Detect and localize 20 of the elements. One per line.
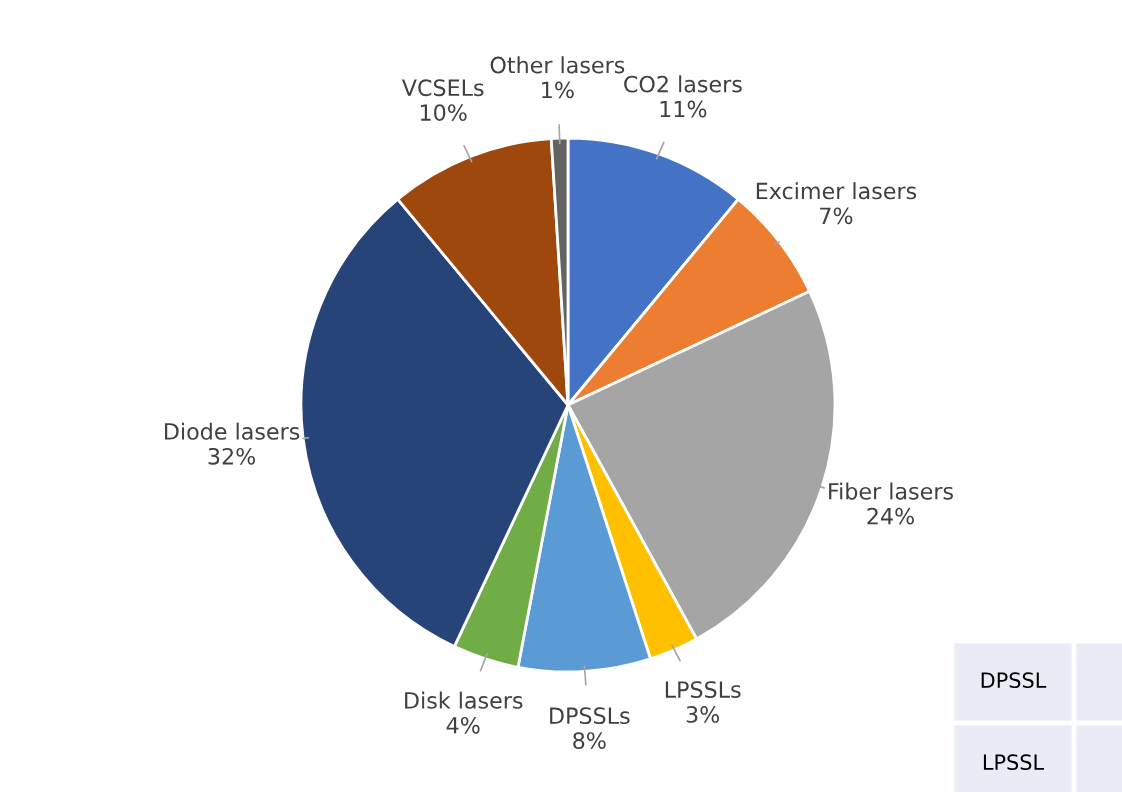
data-label: 8% — [573, 732, 606, 749]
slice-label: DPSSLs — [550, 707, 630, 725]
slice-label: Fiber lasers — [829, 482, 953, 500]
data-label: 3% — [686, 706, 720, 723]
slice-label: CO2 lasers — [624, 75, 742, 93]
slice-label: LPSSLs — [665, 681, 741, 698]
data-label: 1% — [542, 81, 574, 99]
data-label: 32% — [208, 447, 256, 465]
text: LPSSL — [983, 754, 1044, 771]
data-label: 11% — [660, 100, 707, 118]
slice-label: Excimer lasers — [756, 182, 917, 200]
data-label: 24% — [867, 507, 914, 525]
data-label: 10% — [420, 104, 467, 122]
slice-label: Other lasers — [490, 56, 625, 74]
slice-label: VCSELs — [401, 79, 484, 97]
data-label: 7% — [820, 207, 853, 225]
text: DPSSL — [981, 672, 1047, 689]
data-label: 4% — [446, 716, 480, 734]
slice-label: Disk lasers — [405, 691, 523, 709]
slice-label: Diode lasers — [165, 422, 300, 440]
